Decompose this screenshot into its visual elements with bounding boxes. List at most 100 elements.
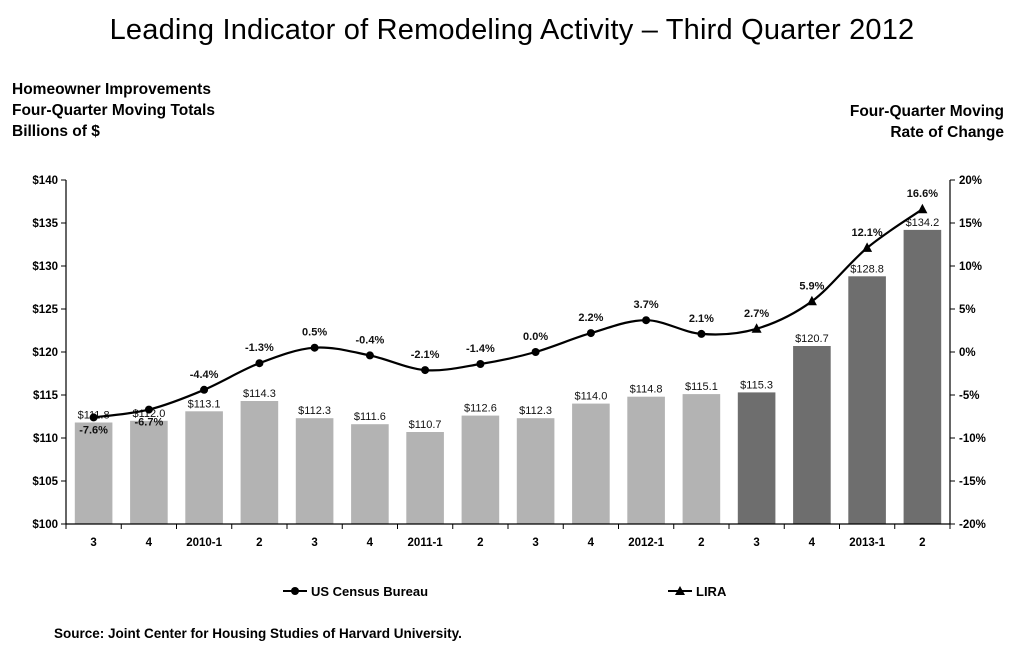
bar-11 bbox=[682, 394, 721, 524]
rate-label-15: 16.6% bbox=[907, 188, 938, 200]
x-tick-label-6: 2011-1 bbox=[408, 537, 444, 549]
x-tick-label-10: 2012-1 bbox=[628, 537, 664, 549]
x-tick-label-1: 4 bbox=[146, 537, 153, 549]
bar-value-label-10: $114.8 bbox=[630, 384, 663, 396]
right-axis-title-line-2: Rate of Change bbox=[890, 124, 1004, 141]
rate-label-12: 2.7% bbox=[744, 308, 769, 320]
source-note: Source: Joint Center for Housing Studies… bbox=[54, 626, 462, 641]
x-tick-label-7: 2 bbox=[477, 537, 483, 549]
left-axis-title-line-2: Four-Quarter Moving Totals bbox=[12, 102, 215, 119]
census-point-10 bbox=[642, 316, 651, 325]
census-point-2 bbox=[200, 385, 209, 394]
x-tick-label-8: 3 bbox=[532, 537, 538, 549]
bar-value-label-4: $112.3 bbox=[298, 405, 331, 417]
census-point-7 bbox=[476, 360, 485, 368]
bar-value-label-6: $110.7 bbox=[409, 419, 442, 431]
left-tick-label-0: $100 bbox=[32, 519, 58, 531]
legend-label-lira: LIRA bbox=[696, 584, 727, 599]
left-tick-label-6: $130 bbox=[32, 261, 58, 273]
bar-10 bbox=[627, 396, 665, 524]
rate-label-13: 5.9% bbox=[799, 280, 824, 292]
legend-label-census: US Census Bureau bbox=[311, 584, 428, 599]
bar-value-label-12: $115.3 bbox=[740, 379, 773, 391]
left-tick-label-1: $105 bbox=[32, 476, 58, 488]
bar-1 bbox=[130, 420, 168, 524]
bar-14 bbox=[848, 276, 886, 524]
census-point-6 bbox=[421, 366, 430, 375]
bar-value-label-2: $113.1 bbox=[188, 398, 221, 410]
x-tick-label-12: 3 bbox=[753, 537, 759, 549]
right-axis-title: Four-Quarter Moving Rate of Change bbox=[850, 101, 1004, 143]
bar-value-label-5: $111.6 bbox=[354, 411, 386, 423]
rate-label-5: -0.4% bbox=[356, 334, 385, 346]
right-tick-label-3: -5% bbox=[959, 390, 979, 402]
x-tick-label-15: 2 bbox=[919, 537, 925, 549]
bar-series bbox=[74, 229, 942, 524]
bar-9 bbox=[572, 403, 610, 524]
lira-point-14 bbox=[862, 242, 873, 252]
rate-label-1: -6.7% bbox=[135, 417, 164, 429]
legend: US Census Bureau LIRA bbox=[283, 584, 727, 599]
left-axis-title-line-1: Homeowner Improvements bbox=[12, 81, 211, 98]
lira-point-13 bbox=[806, 295, 817, 306]
right-tick-label-0: -20% bbox=[959, 519, 986, 531]
right-tick-label-6: 10% bbox=[959, 261, 982, 273]
rate-label-10: 3.7% bbox=[634, 299, 659, 311]
bar-2 bbox=[185, 411, 223, 524]
census-point-9 bbox=[586, 329, 595, 338]
bar-5 bbox=[351, 424, 389, 524]
bar-7 bbox=[461, 415, 500, 524]
lira-point-15 bbox=[917, 203, 928, 214]
chart-title: Leading Indicator of Remodeling Activity… bbox=[109, 14, 915, 46]
axes: $100 $105 $110 $115 $120 $125 $130 $135 $140 -20%… bbox=[32, 175, 985, 549]
bar-value-label-7: $112.6 bbox=[464, 403, 497, 415]
rate-label-11: 2.1% bbox=[689, 313, 714, 325]
bar-value-label-3: $114.3 bbox=[243, 388, 276, 400]
right-axis-title-line-1: Four-Quarter Moving bbox=[849, 103, 1004, 120]
x-tick-label-4: 3 bbox=[311, 537, 317, 549]
rate-label-2: -4.4% bbox=[190, 369, 219, 381]
rate-label-3: -1.3% bbox=[245, 342, 274, 354]
left-axis-title-line-3: Billions of $ bbox=[12, 123, 100, 140]
x-tick-label-14: 2013-1 bbox=[849, 537, 885, 549]
lira-point-12 bbox=[751, 323, 762, 333]
rate-label-6: -2.1% bbox=[411, 349, 440, 361]
x-tick-label-13: 4 bbox=[809, 537, 816, 549]
census-point-1 bbox=[144, 405, 153, 414]
census-point-3 bbox=[255, 359, 264, 368]
bar-13 bbox=[793, 346, 831, 524]
bar-value-label-9: $114.0 bbox=[574, 391, 607, 403]
x-tick-label-0: 3 bbox=[90, 537, 96, 549]
left-tick-label-5: $125 bbox=[32, 304, 58, 316]
x-tick-label-3: 2 bbox=[256, 537, 262, 549]
rate-labels: -7.6% -6.7% -4.4% -1.3% 0.5% -0.4% -2.1% -1.4% 0… bbox=[79, 188, 938, 436]
right-tick-label-8: 20% bbox=[959, 175, 982, 187]
x-tick-label-2: 2010-1 bbox=[186, 537, 222, 549]
bar-labels: $111.8$112.0$113.1$114.3$112.3$111.6$110… bbox=[78, 217, 940, 431]
rate-line bbox=[89, 203, 928, 422]
bar-4 bbox=[295, 418, 334, 524]
bar-8 bbox=[516, 418, 555, 524]
bar-0 bbox=[74, 422, 113, 524]
bar-value-label-8: $112.3 bbox=[519, 405, 552, 417]
census-point-8 bbox=[531, 348, 540, 356]
bar-15 bbox=[903, 229, 942, 524]
bar-6 bbox=[406, 432, 444, 524]
right-tick-label-1: -15% bbox=[959, 476, 986, 488]
left-tick-label-8: $140 bbox=[32, 175, 58, 187]
census-point-5 bbox=[365, 351, 374, 360]
legend-marker-census-icon bbox=[291, 587, 299, 595]
left-axis-title: Homeowner Improvements Four-Quarter Movi… bbox=[12, 79, 215, 142]
x-tick-label-11: 2 bbox=[698, 537, 704, 549]
rate-label-0: -7.6% bbox=[79, 424, 108, 436]
rate-label-9: 2.2% bbox=[578, 312, 603, 324]
census-point-11 bbox=[697, 329, 706, 338]
right-tick-label-2: -10% bbox=[959, 433, 986, 445]
x-tick-label-9: 4 bbox=[588, 537, 595, 549]
rate-label-4: 0.5% bbox=[302, 327, 327, 339]
rate-label-14: 12.1% bbox=[851, 227, 882, 239]
right-tick-label-5: 5% bbox=[959, 304, 976, 316]
left-tick-label-4: $120 bbox=[32, 347, 58, 359]
rate-label-8: 0.0% bbox=[523, 331, 548, 343]
